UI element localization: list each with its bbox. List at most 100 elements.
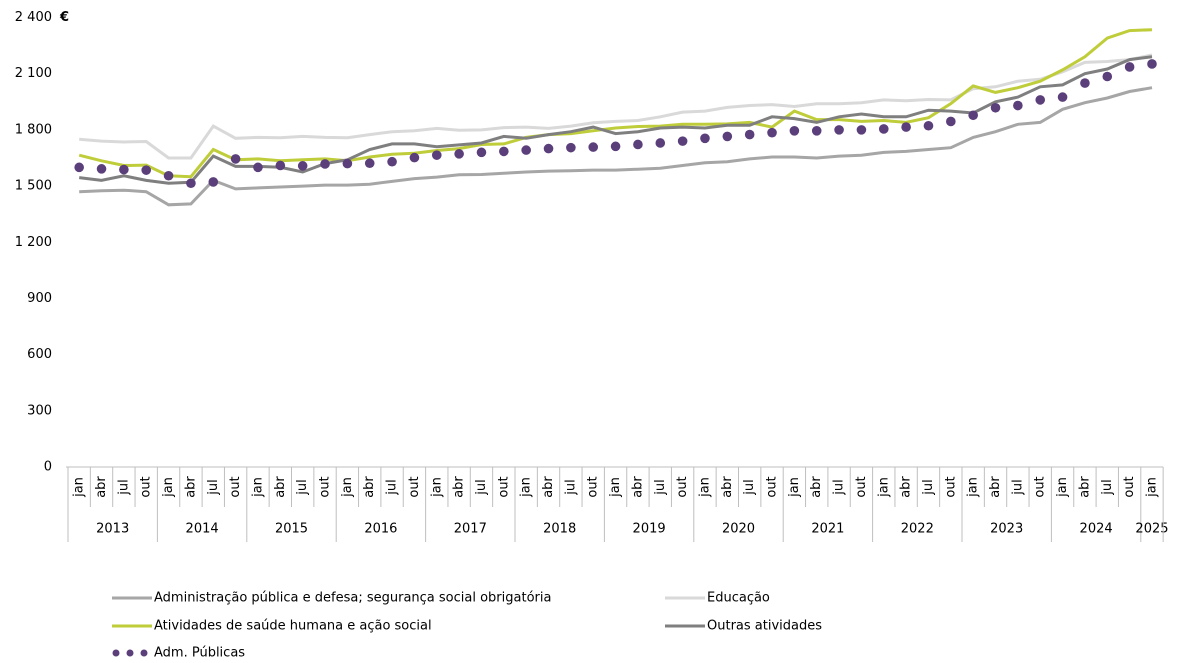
x-tick-label: jan <box>1055 477 1070 498</box>
x-tick-label: out <box>586 476 601 497</box>
x-tick-label: out <box>228 476 243 497</box>
series-dot <box>566 142 576 153</box>
x-tick-label: jul <box>474 479 489 495</box>
x-tick-label: abr <box>630 476 645 498</box>
x-tick-label: abr <box>183 476 198 498</box>
series-dot <box>677 136 688 146</box>
series-dot <box>253 162 263 173</box>
x-tick-label: abr <box>452 476 467 498</box>
series-dot <box>521 145 531 155</box>
x-tick-label: abr <box>720 476 735 498</box>
year-label: 2022 <box>901 522 934 537</box>
x-tick-label: jul <box>563 479 578 495</box>
x-tick-label: jul <box>1100 479 1115 495</box>
x-tick-label: jan <box>340 477 355 498</box>
year-label: 2024 <box>1080 522 1113 537</box>
x-tick-label: abr <box>273 476 288 498</box>
series-dot <box>722 131 733 142</box>
series-dot <box>946 116 956 127</box>
legend-swatch <box>140 649 148 657</box>
series-dot <box>163 170 174 181</box>
series-dot <box>208 177 219 187</box>
series-dot <box>119 164 129 175</box>
x-tick-label: jan <box>72 477 87 498</box>
x-tick-label: out <box>318 476 333 497</box>
series-dot <box>342 158 353 169</box>
series-dot <box>275 160 286 171</box>
series-dot <box>364 158 375 169</box>
series-dot <box>297 161 308 171</box>
series-dot <box>878 124 889 134</box>
series-dot <box>767 127 777 138</box>
x-tick-label: out <box>407 476 422 497</box>
series-dot <box>856 125 867 135</box>
x-tick-label: jul <box>742 479 757 495</box>
series-dot <box>1124 62 1135 72</box>
series-dot <box>387 156 397 167</box>
series-dot <box>141 165 152 175</box>
series-dot <box>610 141 621 152</box>
series-dot <box>230 154 241 164</box>
x-tick-label: abr <box>362 476 377 498</box>
x-tick-label: jan <box>787 477 802 498</box>
x-tick-label: jan <box>966 477 981 498</box>
series-dot <box>1147 59 1157 69</box>
legend-label: Outras atividades <box>707 619 822 634</box>
year-label: 2017 <box>454 522 487 537</box>
x-tick-label: out <box>139 476 154 497</box>
x-tick-label: jan <box>161 477 176 498</box>
series-dot <box>431 150 442 160</box>
series-dot <box>923 120 934 131</box>
series-dot <box>655 138 666 148</box>
x-tick-label: jul <box>385 479 400 495</box>
x-tick-label: jan <box>429 477 444 498</box>
x-tick-label: abr <box>541 476 556 498</box>
series-dot <box>789 126 800 136</box>
x-tick-label: jan <box>608 477 623 498</box>
x-tick-label: jan <box>250 477 265 498</box>
series-dot <box>811 126 822 136</box>
x-tick-label: out <box>854 476 869 497</box>
series-dot <box>499 146 509 157</box>
x-tick-label: out <box>1033 476 1048 497</box>
series-dot <box>744 129 755 140</box>
year-label: 2023 <box>990 522 1023 537</box>
x-tick-label: jan <box>519 477 534 498</box>
x-tick-label: out <box>943 476 958 497</box>
unit-label: € <box>59 10 69 25</box>
series-dot <box>1102 71 1113 82</box>
y-tick-label: 600 <box>27 347 52 362</box>
year-label: 2014 <box>186 522 219 537</box>
series-dot <box>700 133 710 144</box>
series-line <box>78 28 1153 179</box>
series-dot <box>968 110 978 121</box>
y-tick-label: 2 100 <box>15 66 52 81</box>
x-tick-label: abr <box>899 476 914 498</box>
year-label: 2020 <box>722 522 755 537</box>
legend-swatch <box>112 649 120 657</box>
x-tick-label: jul <box>1010 479 1025 495</box>
y-tick-label: 900 <box>27 291 52 306</box>
series-dot <box>901 122 911 132</box>
y-tick-label: 1 200 <box>15 235 52 250</box>
x-tick-label: jul <box>116 479 131 495</box>
year-label: 2016 <box>364 522 397 537</box>
legend-label: Adm. Públicas <box>154 646 245 661</box>
year-label: 2015 <box>275 522 308 537</box>
series-dot <box>990 102 1001 113</box>
x-tick-label: jul <box>921 479 936 495</box>
series-dot <box>74 162 84 173</box>
series-line <box>79 86 1153 207</box>
year-label: 2018 <box>543 522 576 537</box>
series-dot <box>588 142 599 152</box>
x-tick-label: out <box>765 476 780 497</box>
x-tick-label: out <box>496 476 511 497</box>
year-label: 2021 <box>811 522 844 537</box>
series-dot <box>454 149 464 159</box>
x-tick-label: jan <box>1144 477 1159 498</box>
x-tick-label: out <box>1122 476 1137 497</box>
x-tick-label: jul <box>295 479 310 495</box>
series-dot <box>543 143 554 154</box>
x-tick-label: jul <box>653 479 668 495</box>
